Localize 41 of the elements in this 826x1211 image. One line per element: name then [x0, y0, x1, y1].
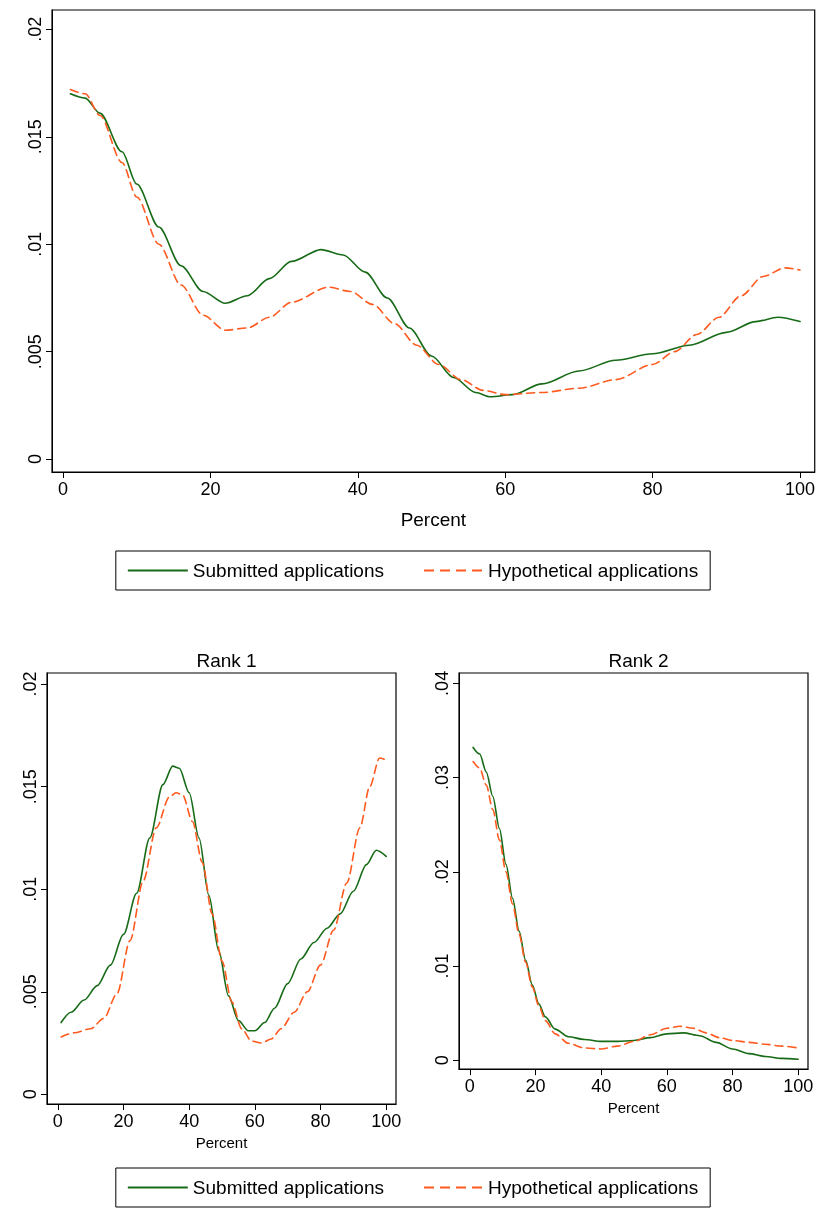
x-tick-label: 80 — [722, 1076, 743, 1097]
x-tick-label: 100 — [783, 1076, 814, 1097]
legend-label: Hypothetical applications — [488, 560, 699, 581]
chart-title: Rank 2 — [608, 650, 669, 671]
x-tick-label: 80 — [642, 479, 663, 499]
y-tick-label: .04 — [432, 670, 452, 696]
x-tick-label: 60 — [495, 479, 516, 499]
x-axis-title: Percent — [195, 1133, 249, 1151]
x-tick-label: 0 — [464, 1076, 475, 1097]
x-axis-title: Percent — [400, 509, 467, 530]
x-tick-label: 60 — [656, 1076, 677, 1097]
y-tick-label: .02 — [25, 16, 45, 42]
x-tick-label: 20 — [113, 1111, 134, 1131]
x-tick-label: 20 — [200, 479, 221, 499]
y-tick-label: .02 — [20, 671, 40, 697]
x-tick-label: 40 — [179, 1111, 200, 1131]
x-axis-title: Percent — [607, 1099, 661, 1116]
x-tick-label: 0 — [52, 1111, 63, 1131]
y-tick-label: .015 — [20, 769, 40, 805]
y-tick-label: .03 — [432, 765, 452, 791]
y-tick-label: .01 — [432, 953, 452, 979]
y-tick-label: .01 — [25, 231, 45, 257]
x-tick-label: 0 — [58, 479, 69, 499]
y-tick-label: 0 — [432, 1055, 452, 1066]
y-tick-label: .005 — [20, 974, 40, 1010]
x-tick-label: 100 — [371, 1111, 402, 1131]
chart-title: Rank 1 — [196, 650, 257, 671]
x-tick-label: 40 — [591, 1076, 612, 1097]
x-tick-label: 40 — [347, 479, 368, 499]
y-tick-label: .02 — [432, 859, 452, 885]
x-tick-label: 100 — [784, 479, 816, 499]
legend-label: Hypothetical applications — [488, 1177, 699, 1198]
y-tick-label: .005 — [25, 334, 45, 370]
legend-label: Submitted applications — [192, 1177, 384, 1198]
x-tick-label: 60 — [244, 1111, 265, 1131]
y-tick-label: .015 — [25, 119, 45, 155]
y-tick-label: 0 — [25, 454, 45, 465]
y-tick-label: .01 — [20, 876, 40, 902]
x-tick-label: 20 — [525, 1076, 546, 1097]
x-tick-label: 80 — [310, 1111, 331, 1131]
legend-label: Submitted applications — [192, 560, 384, 581]
